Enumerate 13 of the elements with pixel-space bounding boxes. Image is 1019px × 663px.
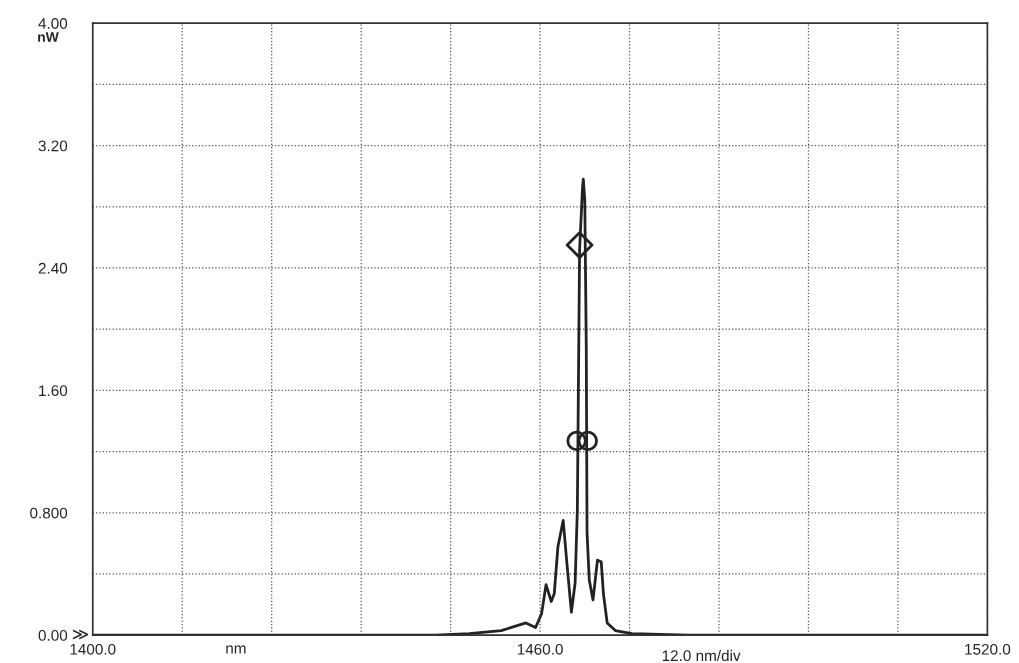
y-tick-label: 4.00	[38, 18, 68, 29]
x-tick-label: 1520.0	[965, 643, 1011, 655]
y-tick-label: 0.00	[38, 630, 68, 641]
y-tick-label: 0.800	[30, 507, 68, 519]
x-tick-label: 1460.0	[517, 643, 563, 655]
x-axis-title: nm	[226, 645, 246, 654]
y-tick-label: 2.40	[38, 262, 68, 274]
x-tick-label: 1400.0	[70, 643, 116, 655]
y-tick-label: 3.20	[38, 140, 68, 152]
text: 12.0 nm/div	[662, 649, 741, 662]
y-axis-title: nW	[38, 32, 59, 42]
y-tick-label: 1.60	[39, 385, 68, 397]
text: ≫	[72, 629, 88, 640]
